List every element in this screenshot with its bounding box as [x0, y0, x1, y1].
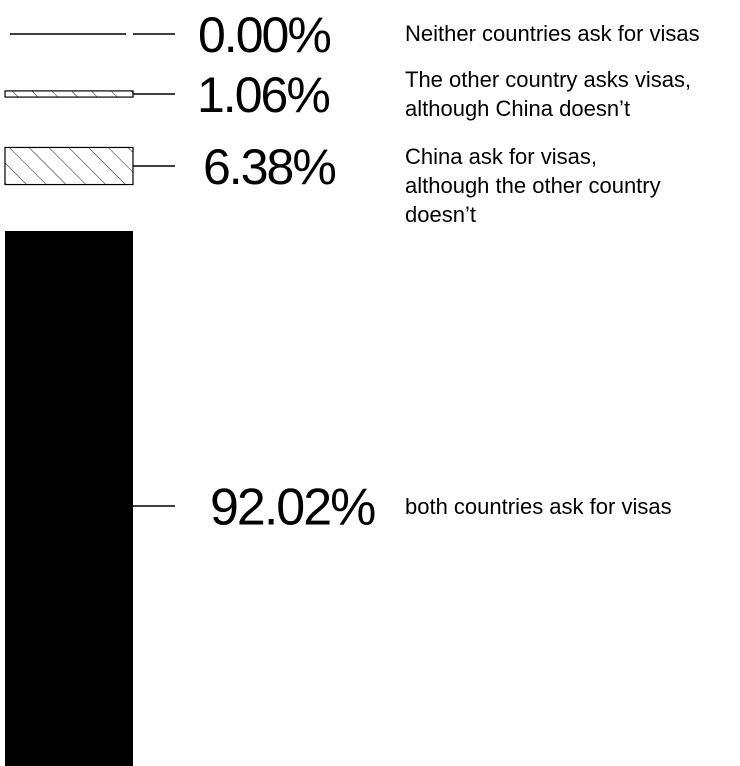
category-label: China ask for visas, — [405, 144, 597, 169]
category-label: although China doesn’t — [405, 96, 630, 121]
bar-china-asks — [4, 146, 134, 186]
bar-both — [5, 231, 133, 766]
value-label: 0.00% — [198, 7, 330, 63]
value-label: 1.06% — [197, 67, 329, 123]
category-label: The other country asks visas, — [405, 67, 691, 92]
category-label: Neither countries ask for visas — [405, 21, 700, 46]
category-label: doesn’t — [405, 202, 476, 227]
value-label: 92.02% — [210, 479, 375, 537]
category-label: although the other country — [405, 173, 661, 198]
value-label: 6.38% — [203, 139, 335, 195]
bar-other-asks — [4, 90, 134, 98]
category-label: both countries ask for visas — [405, 494, 672, 519]
